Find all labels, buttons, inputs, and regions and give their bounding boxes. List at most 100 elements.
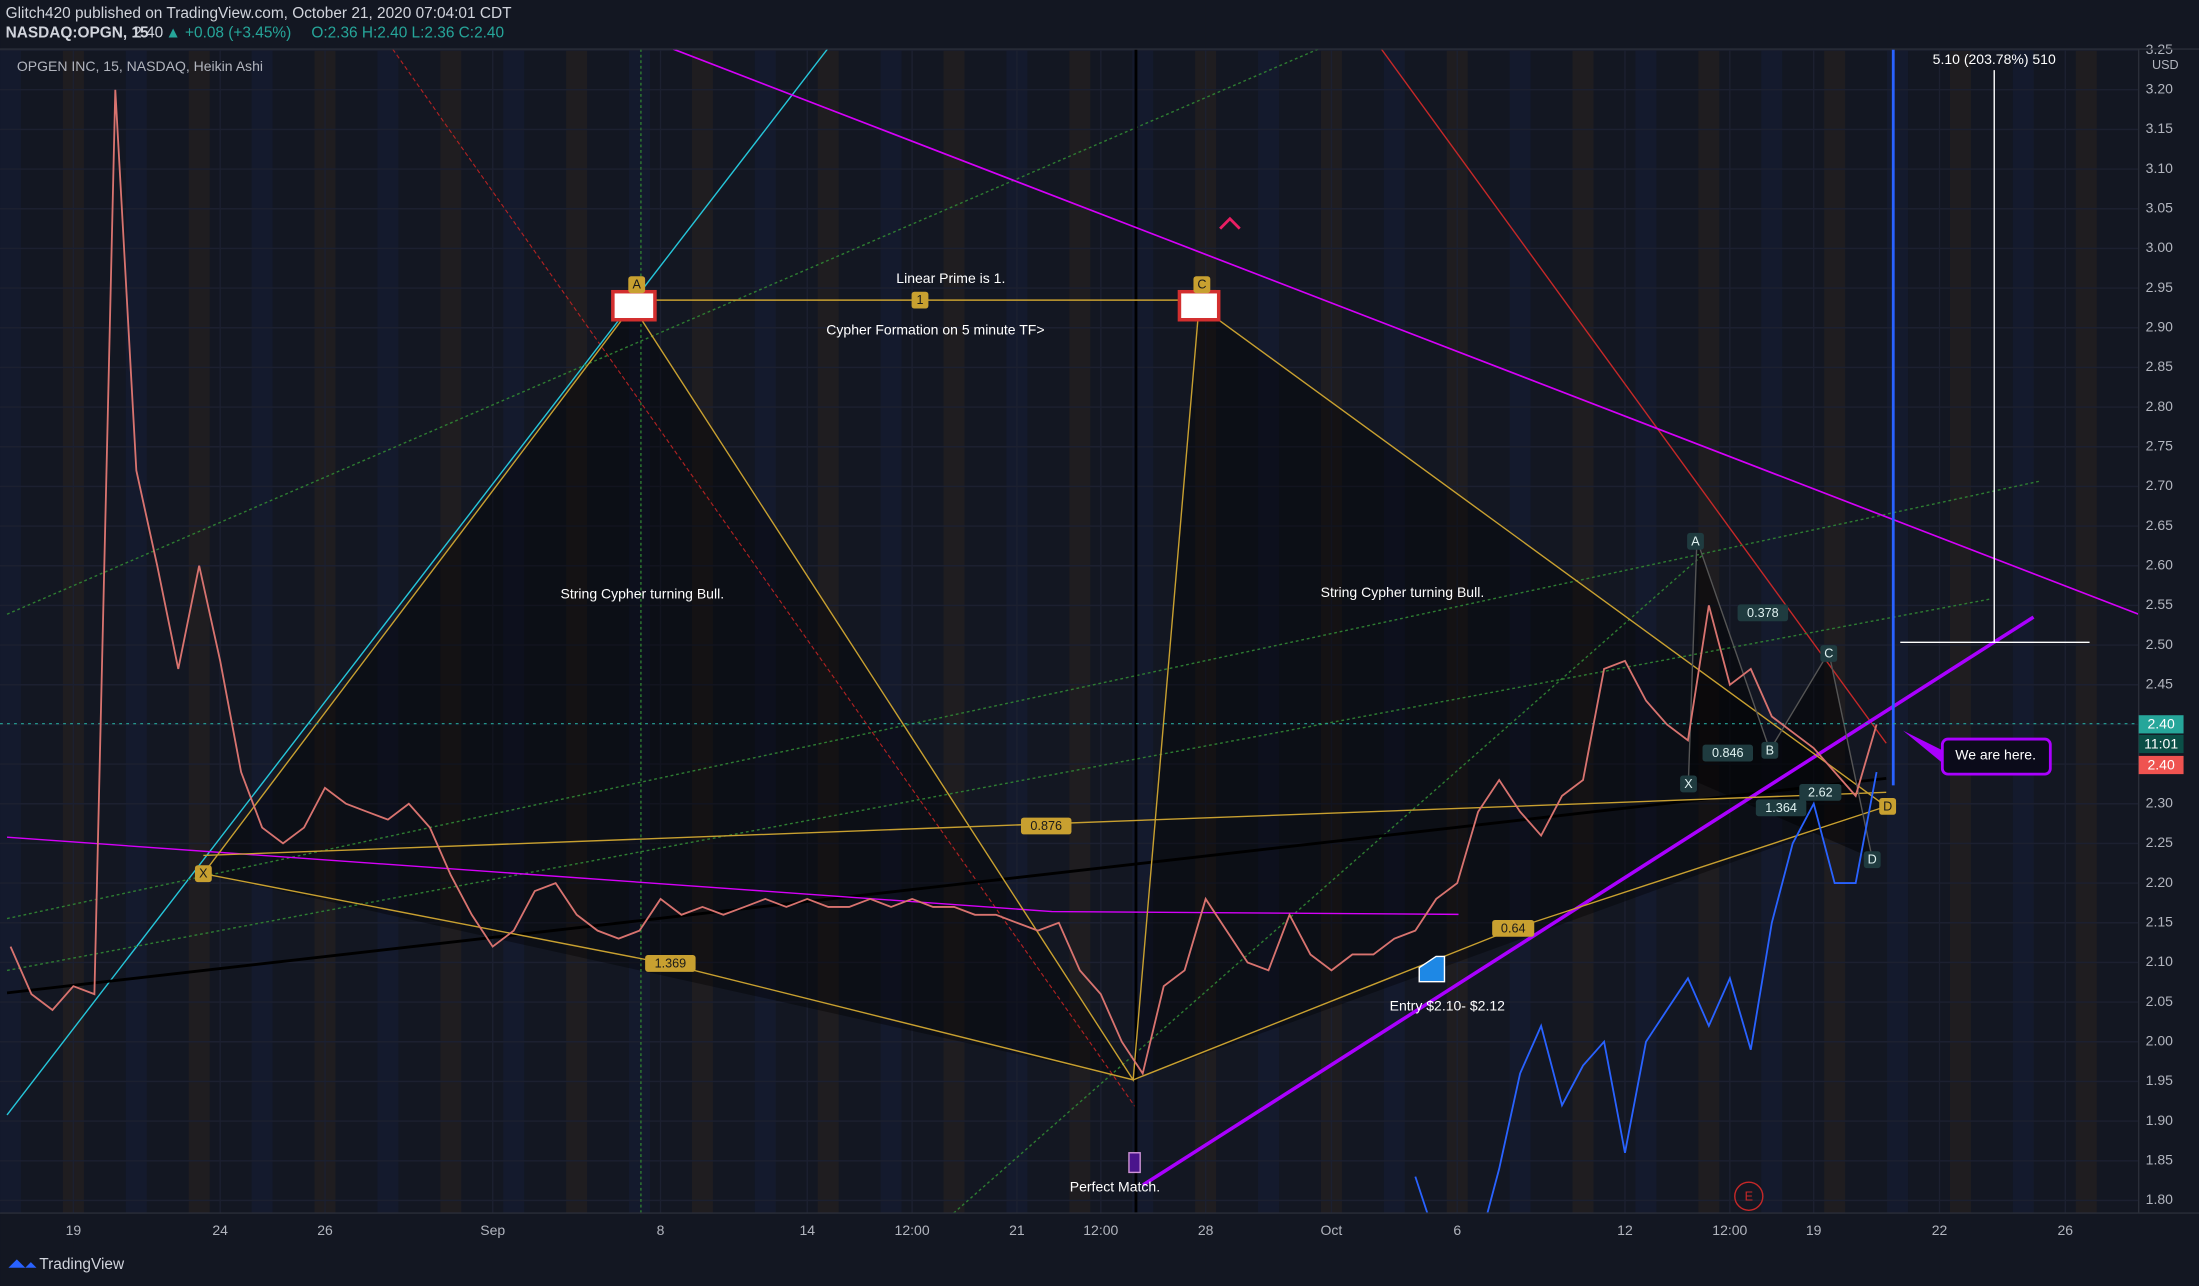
session-band (1887, 49, 1909, 1214)
pattern-label: 1.364 (1765, 801, 1797, 815)
thumb-icon (1418, 955, 1446, 983)
y-tick-label: 2.30 (2146, 794, 2173, 810)
pattern-label: D (1883, 799, 1892, 813)
pattern-label: 0.64 (1501, 921, 1526, 935)
x-tick-label: 12:00 (895, 1222, 930, 1238)
session-band (0, 49, 21, 1214)
trend-line (392, 49, 1137, 1109)
annotation: We are here. (1955, 747, 2036, 763)
marker-box (611, 289, 657, 322)
pattern-label: 0.876 (1030, 819, 1062, 833)
pattern-fill (1133, 305, 1887, 1080)
x-tick-label: Sep (480, 1222, 505, 1238)
pattern-badge (1492, 919, 1535, 937)
session-band (251, 49, 273, 1214)
pattern-label: E (1745, 1189, 1753, 1203)
arrow (1219, 216, 1241, 230)
y-tick-label: 2.25 (2146, 834, 2173, 850)
labels: 1.80 1.85 1.90 1.95 2.00 2.05 2.10 2.15 2.20 2.25… (66, 41, 2174, 1238)
pattern-badge (1687, 532, 1704, 550)
y-tick-label: 2.45 (2146, 675, 2173, 691)
symbol: NASDAQ:OPGN, 15 (6, 25, 149, 42)
x-tick-label: 26 (2057, 1222, 2073, 1238)
x-tick-label: 19 (1806, 1222, 1822, 1238)
pattern-badge (1702, 744, 1754, 762)
session-band (1949, 49, 1971, 1214)
pattern-badge (1799, 783, 1842, 801)
last-price: 2.40 (133, 25, 163, 42)
x-tick-label: 21 (1009, 1222, 1025, 1238)
pattern-label: C (1197, 278, 1206, 292)
session-band (2012, 49, 2034, 1214)
y-tick-label: 2.95 (2146, 279, 2173, 295)
pattern-badge (1879, 797, 1897, 815)
price-tag (2138, 715, 2184, 734)
series (9, 89, 1878, 1214)
x-tick-label: 12:00 (1083, 1222, 1118, 1238)
pattern-badge (911, 291, 929, 309)
pattern-label: 0.378 (1747, 606, 1779, 620)
price-line (1414, 771, 1878, 1214)
y-tick-label: 2.80 (2146, 398, 2173, 414)
x-tick-label: 19 (66, 1222, 82, 1238)
y-tick-label: 1.85 (2146, 1151, 2173, 1167)
pattern-label: C (1824, 647, 1833, 661)
pattern-badge (1737, 604, 1789, 622)
pattern-fill (203, 305, 1134, 1080)
y-tick-label: 2.60 (2146, 556, 2173, 572)
y-tick-label: 3.05 (2146, 199, 2173, 215)
pattern-label: B (1766, 743, 1774, 757)
x-tick-label: Oct (1321, 1222, 1343, 1238)
trend-line (1380, 49, 1887, 744)
marker-box (1177, 289, 1221, 322)
session-band (1761, 49, 1783, 1214)
trend-line (1142, 615, 2035, 1187)
y-tick-label: 2.75 (2146, 437, 2173, 453)
x-tick-label: 8 (657, 1222, 665, 1238)
x-tick-label: 6 (1453, 1222, 1461, 1238)
annotation: Linear Prime is 1. (896, 270, 1005, 286)
trend-line (6, 776, 1887, 995)
x-tick-label: 26 (317, 1222, 333, 1238)
pattern-label: A (1691, 534, 1700, 548)
footer: TradingView (39, 1256, 125, 1273)
y-tick-label: 2.65 (2146, 517, 2173, 533)
grid (0, 49, 2139, 1214)
y-tick-label: 3.20 (2146, 80, 2173, 96)
x-tick-label: 22 (1932, 1222, 1948, 1238)
y-tick-label: 2.15 (2146, 913, 2173, 929)
x-tick-label: 14 (799, 1222, 815, 1238)
pattern-badge (1761, 741, 1779, 759)
price-tag-label: 2.40 (2147, 716, 2174, 732)
y-tick-label: 3.15 (2146, 120, 2173, 136)
pattern-label: X (199, 867, 208, 881)
pattern-badge (1820, 645, 1838, 662)
y-tick-label: 2.90 (2146, 318, 2173, 334)
session-band (1824, 49, 1846, 1214)
annotation: Cypher Formation on 5 minute TF> (826, 322, 1044, 338)
pattern-badge (1020, 817, 1072, 835)
x-tick-label: 12:00 (1712, 1222, 1747, 1238)
pattern-label: X (1684, 777, 1693, 791)
y-tick-label: 1.80 (2146, 1191, 2173, 1207)
price-tag-label: 2.40 (2147, 756, 2174, 772)
price-tag (2138, 755, 2184, 775)
legend: OPGEN INC, 15, NASDAQ, Heikin Ashi (17, 58, 263, 74)
session-band (880, 49, 902, 1214)
y-tick-label: 3.10 (2146, 160, 2173, 176)
logo (8, 1259, 37, 1268)
y-tick-label: 2.70 (2146, 477, 2173, 493)
ohlc: O:2.36 H:2.40 L:2.36 C:2.40 (311, 25, 504, 42)
trend-line (6, 836, 1459, 916)
x-tick-label: 28 (1198, 1222, 1214, 1238)
annotation: Entry $2.10- $2.12 (1390, 998, 1506, 1014)
y-tick-label: 1.90 (2146, 1112, 2173, 1128)
change: ▲ +0.08 (+3.45%) (166, 25, 292, 42)
y-tick-label: 2.20 (2146, 874, 2173, 890)
pattern-badge (645, 955, 696, 972)
session-band (125, 49, 147, 1214)
pattern-label: 2.62 (1808, 785, 1833, 799)
annotation: 5.10 (203.78%) 510 (1933, 51, 2056, 67)
